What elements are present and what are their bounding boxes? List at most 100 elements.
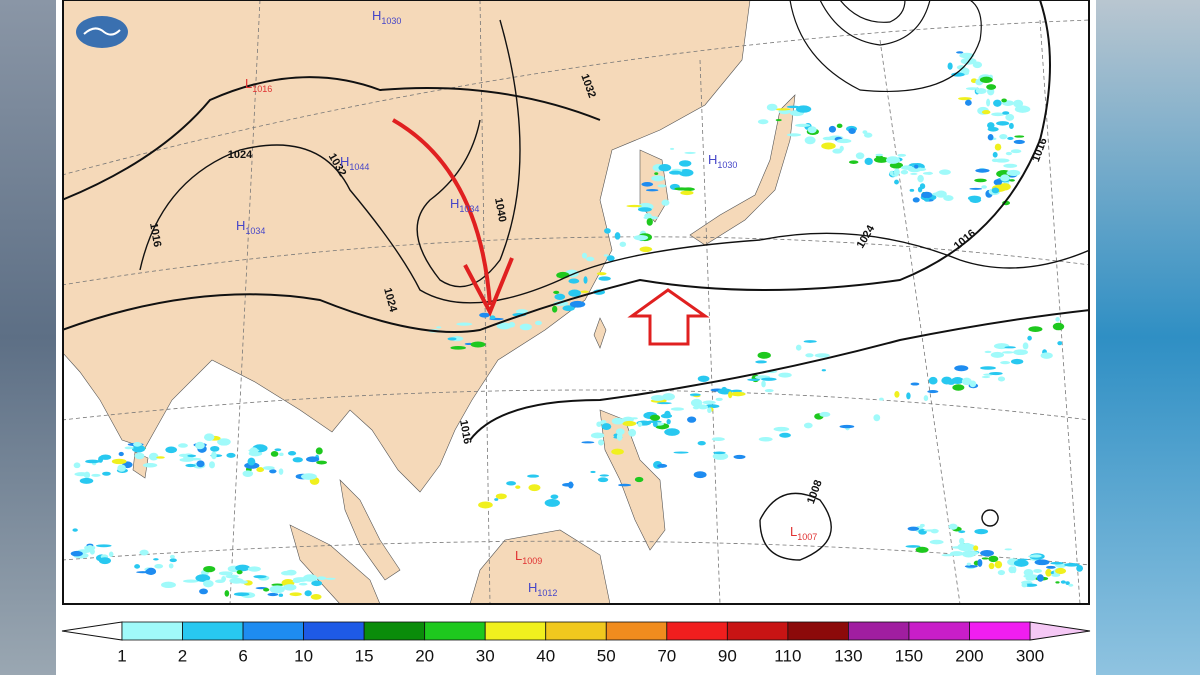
contour-label: 1040 [492,197,508,223]
colorbar-label: 90 [718,646,737,665]
rain-patch [958,97,972,101]
rain-patch [1064,563,1080,567]
rain-patch [580,290,589,293]
rain-patch [494,498,499,501]
rain-patch [278,593,284,597]
rain-patch [586,256,595,262]
rain-patch [967,550,979,556]
rain-patch [590,432,605,439]
rain-patch [711,437,725,441]
rain-patch [535,320,542,326]
rain-patch [979,76,993,83]
colorbar-box [121,621,183,641]
rain-patch [1046,565,1056,569]
rain-patch [670,147,675,150]
rain-patch [956,51,964,54]
rain-patch [634,476,644,483]
rain-patch [687,416,697,423]
rain-patch [757,119,769,125]
rain-patch [1057,341,1063,346]
rain-patch [289,592,302,597]
rain-patch [267,592,279,597]
rain-patch [235,564,251,572]
rain-patch [209,461,215,469]
rain-patch [562,305,575,312]
land [469,529,611,604]
rain-patch [715,397,723,402]
rain-patch [544,498,560,507]
rain-patch [145,568,156,575]
rain-patch [1040,352,1053,359]
rain-patch [928,376,938,385]
rain-patch [977,559,983,567]
rain-patch [906,392,911,400]
colorbar-label: 110 [774,646,801,665]
rain-patch [1060,580,1066,584]
rain-patch [803,422,813,429]
rain-patch [912,197,920,203]
rain-patch [133,442,142,447]
rain-patch [1002,351,1014,354]
rain-patch [553,290,560,294]
rain-patch [292,457,303,463]
colorbar-box [484,621,547,641]
rain-patch [606,255,615,262]
rain-patch [274,448,282,452]
rain-patch [654,172,659,176]
rain-patch [674,187,689,191]
rain-patch [661,199,670,206]
high-center: H1012 [528,580,557,598]
rain-patch [992,151,998,158]
rain-patch [889,170,894,176]
rain-patch [949,551,964,557]
rain-patch [836,138,852,144]
rain-patch [917,174,924,183]
rain-patch [690,398,703,407]
rain-patch [807,126,817,134]
rain-patch [713,451,726,455]
rain-patch [758,436,773,442]
rain-patch [795,105,812,113]
colorbar-label: 50 [597,646,616,665]
rain-patch [1034,559,1050,566]
rain-patch [873,414,881,422]
rain-patch [966,562,971,566]
rain-patch [598,439,605,446]
rain-patch [987,134,994,141]
colorbar-label: 150 [895,646,923,665]
rain-patch [253,575,267,579]
rain-patch [666,418,671,425]
rain-patch [203,433,215,442]
rain-patch [997,569,1006,576]
low-value: 1007 [797,532,817,542]
rain-patch [981,109,991,115]
rain-patch [1004,548,1013,551]
rain-patch [436,326,442,329]
rain-patch [819,411,831,417]
rain-patch [310,593,322,600]
rain-patch [712,452,729,460]
rain-patch [664,428,680,436]
low-center: L1016 [245,76,272,94]
rain-patch [263,587,270,592]
annotation-arrows [392,118,710,346]
rain-patch [1007,136,1014,141]
rain-patch [1002,111,1010,115]
rain-patch [923,395,929,402]
rain-patch [1027,335,1032,341]
rain-patch [1028,326,1043,333]
rain-patch [989,371,1003,376]
rain-patch [165,446,178,454]
rain-patch [556,271,570,279]
rain-patch [581,252,588,259]
land [593,317,607,349]
rain-patch [951,377,964,385]
rain-patch [664,410,671,419]
rain-patch [306,456,320,463]
rain-patch [298,582,308,586]
rain-patch [984,350,992,354]
rain-patch [707,407,712,414]
rain-patch [875,153,883,157]
rain-patch [1068,583,1074,587]
